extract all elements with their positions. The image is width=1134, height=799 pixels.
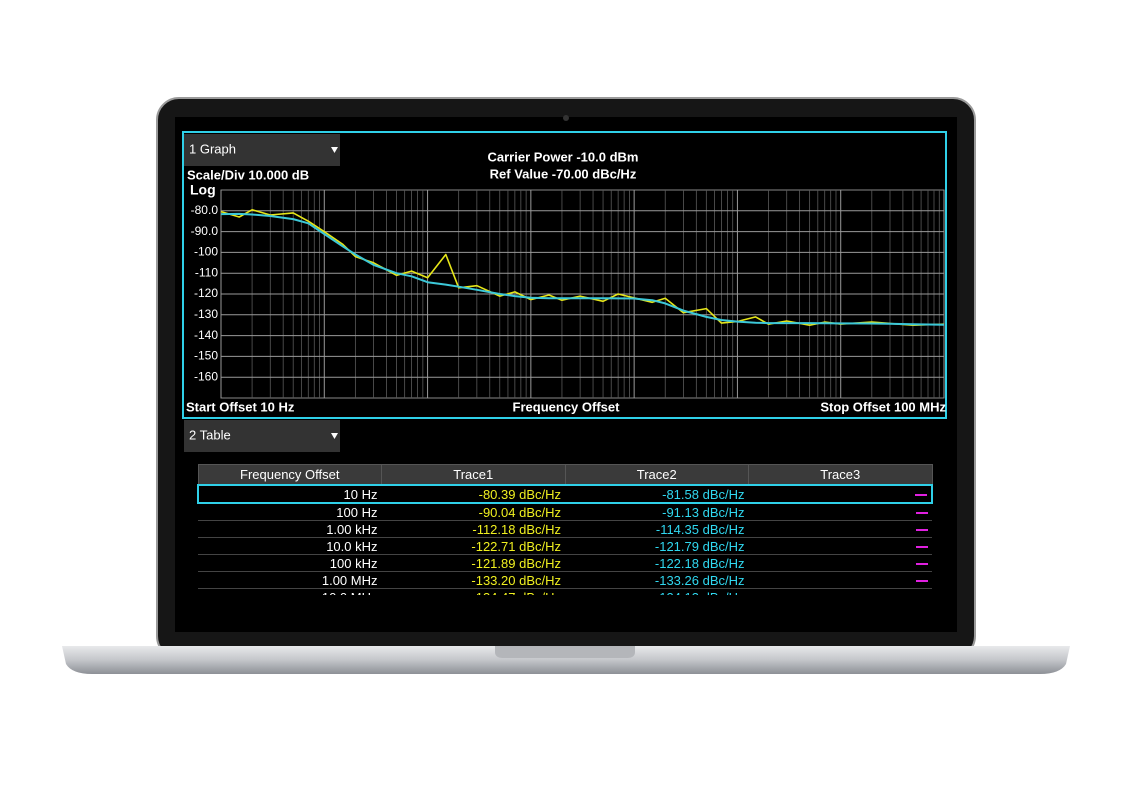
y-tick-label: -110 xyxy=(195,265,218,279)
table-cell-empty xyxy=(748,537,932,555)
dropdown-arrow xyxy=(331,147,338,153)
dropdown-arrow xyxy=(331,433,338,439)
y-tick-label: -90.0 xyxy=(191,224,219,238)
table-cell: -122.71 dBc/Hz xyxy=(381,537,565,555)
table-row: 10.0 MHz-134.47 dBc/Hz-134.13 dBc/Hz xyxy=(198,588,932,595)
plot: -80.0 -90.0 -100 -110 -120 -130 -140 -150 -160 xyxy=(191,190,945,398)
stop-offset: Stop Offset 100 MHz xyxy=(820,399,946,414)
table-selector[interactable] xyxy=(184,420,340,452)
table-body: 10 Hz -80.39 dBc/Hz -81.58 dBc/Hz 100 Hz -90… xyxy=(197,484,933,595)
column-header: Frequency Offset xyxy=(197,464,382,486)
table-cell-empty xyxy=(748,588,932,595)
table-cell: 10 Hz xyxy=(197,484,382,504)
table-row: 100 kHz -121.89 dBc/Hz -122.18 dBc/Hz xyxy=(198,554,932,572)
table-cell: -134.13 dBc/Hz xyxy=(565,588,749,595)
y-tick-label: -150 xyxy=(194,349,218,363)
y-tick-label: -80.0 xyxy=(191,203,219,217)
table-cell: 100 Hz xyxy=(198,503,382,521)
table-cell: -134.47 dBc/Hz xyxy=(381,588,565,595)
table-cell: 1.00 MHz xyxy=(198,571,382,589)
table-row: 1.00 MHz -133.20 dBc/Hz -133.26 dBc/Hz xyxy=(198,571,932,589)
table-cell-empty xyxy=(748,484,933,504)
y-tick-label: -140 xyxy=(194,328,218,342)
table-cell: -90.04 dBc/Hz xyxy=(381,503,565,521)
trace3-empty-marker xyxy=(916,563,928,566)
table-cell: -112.18 dBc/Hz xyxy=(381,520,565,538)
graph-selector-label: 1 Graph xyxy=(189,141,236,156)
table-cell: -81.58 dBc/Hz xyxy=(565,484,749,504)
trace3-empty-marker xyxy=(916,580,928,583)
table-row: 10 Hz -80.39 dBc/Hz -81.58 dBc/Hz xyxy=(197,484,933,504)
y-tick-label: -130 xyxy=(194,307,218,321)
table-cell-empty xyxy=(748,503,932,521)
table-cell-empty xyxy=(748,520,932,538)
log-label: Log xyxy=(190,182,216,198)
column-header: Trace3 xyxy=(748,464,933,486)
table-cell: -91.13 dBc/Hz xyxy=(565,503,749,521)
trace3-empty-marker xyxy=(916,512,928,515)
table-row: 100 Hz -90.04 dBc/Hz -91.13 dBc/Hz xyxy=(198,503,932,521)
table-row: 1.00 kHz -112.18 dBc/Hz -114.35 dBc/Hz xyxy=(198,520,932,538)
table-cell: -80.39 dBc/Hz xyxy=(381,484,565,504)
y-tick-label: -100 xyxy=(194,245,218,259)
table-cell: -133.20 dBc/Hz xyxy=(381,571,565,589)
table-cell: 10.0 kHz xyxy=(198,537,382,555)
table-row: 10.0 kHz -122.71 dBc/Hz -121.79 dBc/Hz xyxy=(198,537,932,555)
table-cell-empty xyxy=(748,571,932,589)
table-cell: 1.00 kHz xyxy=(198,520,382,538)
table: Frequency Offset Trace1 Trace2 Trace3 10 Hz… xyxy=(197,464,933,595)
start-offset: Start Offset 10 Hz xyxy=(186,399,295,414)
scale-label: Scale/Div 10.000 dB xyxy=(187,167,309,182)
table-cell: 10.0 MHz xyxy=(198,588,382,595)
y-tick-label: -120 xyxy=(194,286,218,300)
trace3-empty-marker xyxy=(915,494,927,497)
column-header: Trace2 xyxy=(564,464,749,486)
table-cell: -121.89 dBc/Hz xyxy=(381,554,565,572)
table-cell: -122.18 dBc/Hz xyxy=(565,554,749,572)
column-header: Trace1 xyxy=(381,464,566,486)
graph-panel-frame xyxy=(182,131,947,419)
results-table: Frequency Offset Trace1 Trace2 Trace3 10 Hz… xyxy=(197,464,933,595)
y-tick-label: -160 xyxy=(194,369,218,383)
graph-selector[interactable] xyxy=(184,134,340,166)
table-cell: -114.35 dBc/Hz xyxy=(565,520,749,538)
table-header: Frequency Offset Trace1 Trace2 Trace3 xyxy=(197,464,933,486)
table-selector-label: 2 Table xyxy=(189,427,231,442)
table-cell: -121.79 dBc/Hz xyxy=(565,537,749,555)
base-notch xyxy=(495,646,635,658)
x-axis-label: Frequency Offset xyxy=(513,399,621,414)
table-cell: 100 kHz xyxy=(198,554,382,572)
carrier-power: Carrier Power -10.0 dBm xyxy=(487,149,638,164)
trace3-empty-marker xyxy=(916,529,928,532)
trace3-empty-marker xyxy=(916,546,928,549)
ref-value: Ref Value -70.00 dBc/Hz xyxy=(490,166,637,181)
trace-line xyxy=(220,212,945,326)
laptop-base xyxy=(62,646,1070,674)
table-cell: -133.26 dBc/Hz xyxy=(565,571,749,589)
table-cell-empty xyxy=(748,554,932,572)
camera xyxy=(563,115,569,121)
